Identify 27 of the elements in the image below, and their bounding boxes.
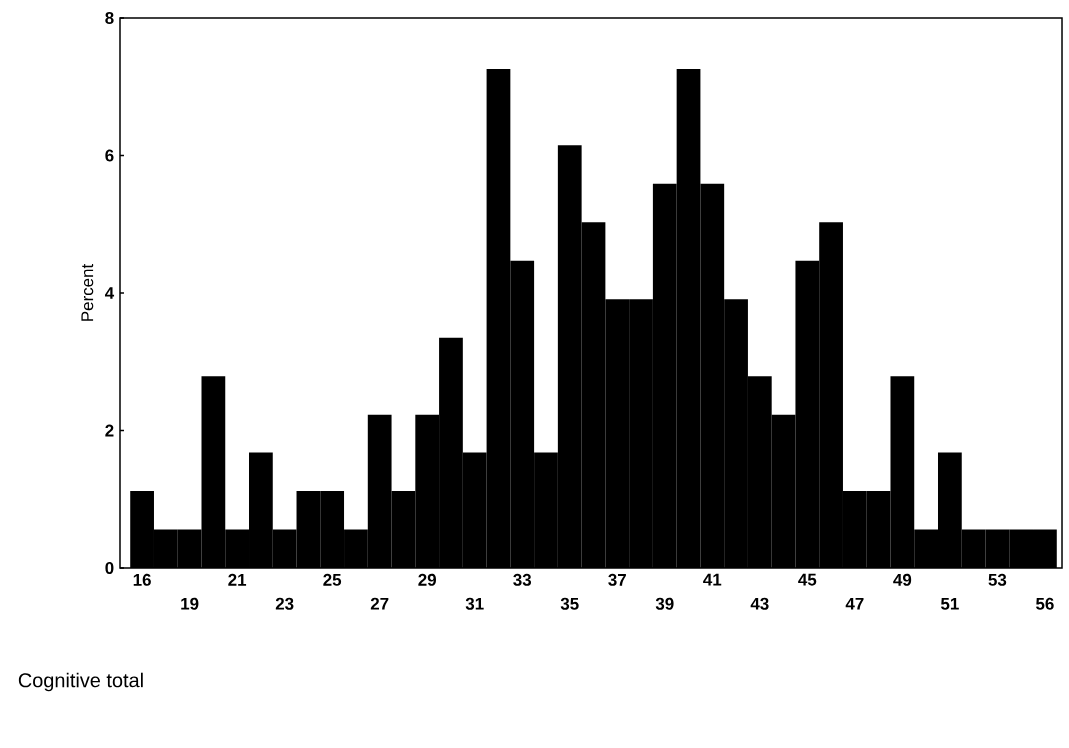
- x-tick-label: 31: [465, 597, 484, 610]
- x-tick-label: 37: [608, 573, 626, 586]
- x-axis-title: Cognitive total: [18, 672, 143, 692]
- y-tick-label: 8: [105, 12, 114, 25]
- x-tick-label: 49: [893, 573, 912, 586]
- x-tick-label: 45: [798, 573, 817, 586]
- x-tick-label: 33: [513, 573, 532, 586]
- x-tick-label: 23: [275, 597, 294, 610]
- y-tick-label: 2: [105, 424, 114, 437]
- x-tick-label: 16: [133, 573, 151, 586]
- x-tick-label: 25: [323, 573, 342, 586]
- x-tick-label: 35: [560, 597, 579, 610]
- x-tick-label: 41: [703, 573, 722, 586]
- y-tick-label: 4: [104, 287, 115, 299]
- x-tick-label: 53: [988, 573, 1007, 586]
- x-tick-label: 56: [1036, 597, 1054, 610]
- x-tick-label: 29: [418, 573, 436, 586]
- y-tick-label: 0: [105, 562, 114, 574]
- x-tick-label: 19: [181, 597, 199, 610]
- y-tick-label: 6: [105, 149, 114, 162]
- y-axis-title: Percent: [81, 263, 94, 321]
- x-tick-label: 43: [750, 597, 769, 610]
- x-tick-label: 21: [228, 573, 247, 586]
- x-tick-label: 27: [370, 597, 389, 610]
- x-tick-label: 47: [845, 597, 864, 610]
- x-tick-label: 51: [940, 597, 959, 610]
- x-tick-label: 39: [655, 597, 674, 610]
